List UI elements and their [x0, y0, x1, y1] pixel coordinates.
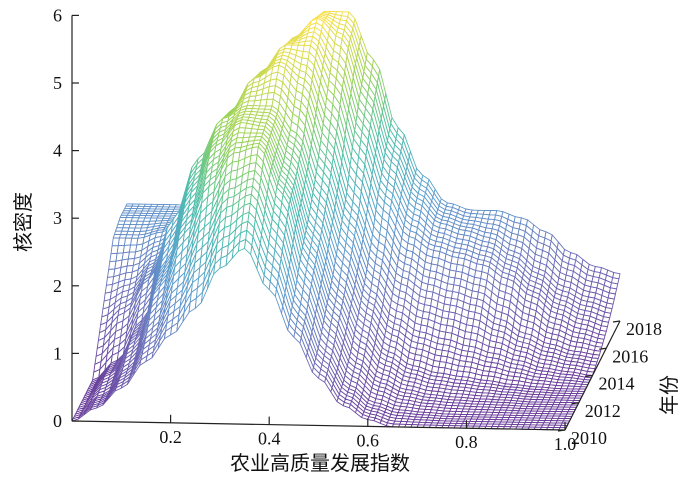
z-tick-label: 6: [53, 5, 62, 25]
year-tick: [557, 429, 566, 432]
z-tick-label: 1: [53, 343, 62, 363]
x-axis-label: 农业高质量发展指数: [230, 451, 410, 475]
surface-plot: [71, 10, 621, 431]
year-tick: [599, 347, 607, 350]
x-tick-label: 0.4: [258, 429, 281, 449]
x-tick-label: 0.2: [159, 427, 182, 447]
year-tick: [571, 402, 579, 405]
year-tick-label: 2010: [571, 428, 607, 448]
year-tick-label: 2012: [585, 401, 621, 421]
year-tick: [612, 320, 621, 323]
x-tick-label: 0.6: [357, 430, 380, 450]
z-tick-label: 2: [53, 276, 62, 296]
z-tick-label: 4: [53, 141, 62, 161]
y-axis-label: 年份: [657, 375, 681, 415]
x-axis-line: [71, 420, 566, 431]
year-tick: [585, 374, 593, 378]
z-tick-label: 3: [53, 208, 62, 228]
z-tick-label: 5: [53, 73, 62, 93]
year-tick-label: 2014: [599, 374, 635, 394]
z-axis-label: 核密度: [11, 192, 35, 252]
axes: [71, 14, 621, 432]
x-tick-label: 0.8: [455, 432, 478, 452]
x-tick-label: 1.0: [554, 434, 577, 454]
year-tick-label: 2016: [612, 346, 648, 366]
z-tick-label: 0: [53, 411, 62, 431]
year-tick-label: 2018: [626, 319, 662, 339]
